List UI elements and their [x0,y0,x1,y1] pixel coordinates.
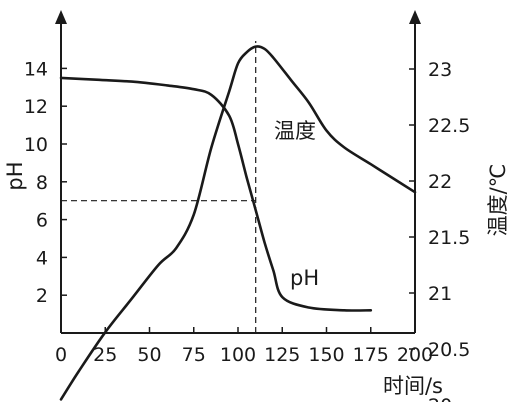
x-tick-label: 75 [182,344,206,366]
right-y-tick-label: 20.5 [428,339,470,361]
left-y-tick-label: 6 [36,210,48,232]
reference-lines [61,41,257,333]
axes-frame [55,10,421,334]
ph-series-line [59,76,373,312]
x-tick-label: 175 [353,344,389,366]
x-tick-label: 200 [397,344,433,366]
right-y-tick-label: 21.5 [428,227,470,249]
right-y-tick-label: 20 [428,395,452,402]
x-axis-title: 时间/s [383,374,443,398]
x-tick-label: 100 [220,344,256,366]
axis-ticks: 0 25 50 75 100 125 150 175 200 2 4 6 8 10 12 14 20 20.5 21… [24,58,471,402]
right-y-tick-label: 22 [428,171,452,193]
text-labels: 时间/s pH 温度/℃ pH 温度 [3,119,510,398]
x-tick-label: 0 [55,344,67,366]
right-y-tick-label: 21 [428,283,452,305]
left-y-tick-label: 10 [24,134,48,156]
left-y-axis-title: pH [3,161,27,190]
x-tick-label: 25 [93,344,117,366]
left-y-tick-label: 4 [36,247,48,269]
temperature-series-line [59,45,417,401]
ph-curve-label: pH [290,266,319,290]
left-y-tick-label: 2 [36,285,48,307]
left-y-tick-label: 14 [24,58,48,80]
x-tick-label: 125 [264,344,300,366]
temperature-curve-label: 温度 [274,119,316,143]
left-axis-arrow [55,10,67,24]
x-tick-label: 150 [308,344,344,366]
right-y-axis-title: 温度/℃ [486,164,510,237]
right-axis-arrow [409,10,421,24]
data-curves [59,45,417,401]
x-tick-label: 50 [137,344,161,366]
right-y-tick-label: 23 [428,59,452,81]
right-y-tick-label: 22.5 [428,115,470,137]
left-y-tick-label: 12 [24,96,48,118]
left-y-tick-label: 8 [36,172,48,194]
